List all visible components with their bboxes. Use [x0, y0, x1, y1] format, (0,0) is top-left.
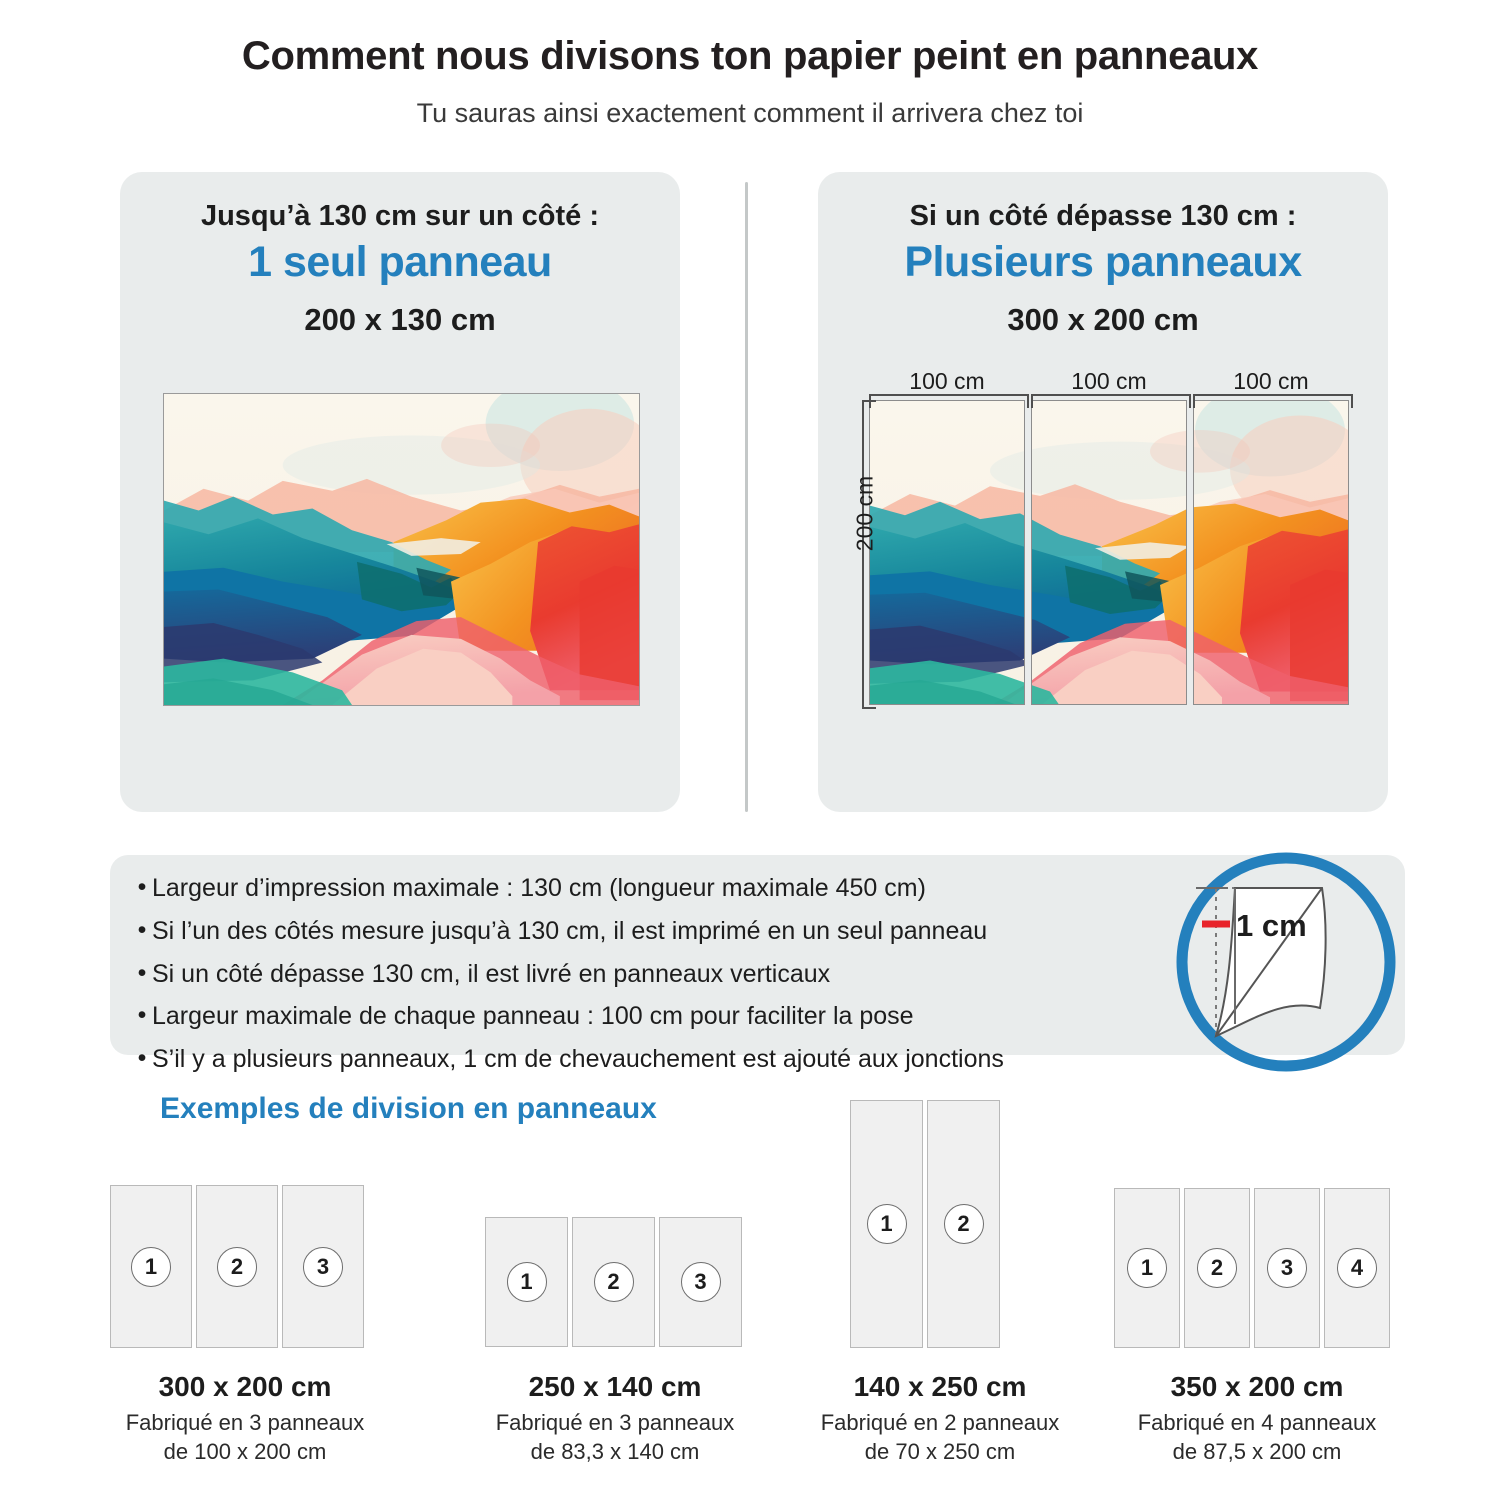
measure-bar-height [862, 400, 876, 709]
panel-number: 4 [1337, 1248, 1377, 1288]
artwork-clip-1 [870, 401, 1024, 704]
panel-number: 1 [1127, 1248, 1167, 1288]
bullet-icon: • [137, 1044, 147, 1072]
list-item: • Si un côté dépasse 130 cm, il est livr… [132, 958, 1192, 989]
artwork-clip-3 [1194, 401, 1348, 704]
example-panels: 1 2 3 [110, 1185, 364, 1348]
panel-width-label-2: 100 cm [1071, 368, 1147, 394]
page-subtitle: Tu sauras ainsi exactement comment il ar… [416, 98, 1084, 128]
example-desc-line2: de 100 x 200 cm [163, 1438, 327, 1464]
panel-box: 2 [196, 1185, 278, 1348]
rules-list: • Largeur d’impression maximale : 130 cm… [132, 873, 1192, 1088]
example-desc-line2: de 70 x 250 cm [864, 1438, 1016, 1464]
overlap-label: 1 cm [1236, 908, 1307, 943]
measure-bar-panel-1 [869, 394, 1029, 408]
left-card-size: 200 x 130 cm [304, 302, 496, 337]
example-size: 350 x 200 cm [1170, 1371, 1344, 1402]
list-item: • Largeur maximale de chaque panneau : 1… [132, 1002, 1192, 1031]
artwork-panel-1 [869, 400, 1025, 705]
rule-text: S’il y a plusieurs panneaux, 1 cm de che… [152, 1045, 1004, 1073]
right-card-heading: Si un côté dépasse 130 cm : [909, 200, 1297, 232]
panel-number: 1 [866, 1204, 907, 1244]
panel-number: 3 [303, 1246, 343, 1287]
artwork-single-panel [163, 376, 659, 706]
right-card-accent: Plusieurs panneaux [904, 238, 1302, 286]
measure-bar-panel-3 [1193, 394, 1353, 408]
vertical-divider [745, 182, 748, 812]
example-desc-line2: de 87,5 x 200 cm [1172, 1438, 1342, 1464]
bullet-icon: • [137, 915, 147, 944]
watercolor-artwork-svg [870, 401, 1024, 704]
overlap-badge: 1 cm [1172, 848, 1400, 1076]
examples-title: Exemples de division en panneaux [160, 1092, 657, 1125]
overlap-diagram-icon: 1 cm [1176, 852, 1396, 1072]
rule-text: Largeur maximale de chaque panneau : 100… [152, 1002, 914, 1031]
list-item: • S’il y a plusieurs panneaux, 1 cm de c… [132, 1044, 1192, 1074]
panel-number: 2 [943, 1204, 984, 1244]
panel-number: 3 [1267, 1248, 1307, 1288]
example-panels: 1 2 3 [485, 1217, 742, 1347]
panel-box: 1 [850, 1100, 923, 1348]
panel-box: 1 [485, 1217, 568, 1347]
panel-box: 4 [1324, 1188, 1390, 1348]
measure-bar-panel-2 [1031, 394, 1191, 408]
panel-width-label-1: 100 cm [909, 368, 985, 394]
rule-text: Largeur d’impression maximale : 130 cm (… [152, 874, 926, 902]
panel-number: 2 [217, 1246, 257, 1287]
artwork-panel-2 [1031, 400, 1187, 705]
panel-number: 2 [593, 1262, 634, 1302]
artwork-clip-2 [1032, 401, 1186, 704]
panel-box: 2 [572, 1217, 655, 1347]
panel-box: 2 [927, 1100, 1000, 1348]
panel-number: 3 [680, 1262, 721, 1302]
panel-width-label-3: 100 cm [1233, 368, 1309, 394]
bullet-icon: • [137, 958, 147, 987]
example-panels: 1 2 [850, 1100, 1000, 1348]
panel-height-label: 200 cm [851, 475, 878, 552]
example-desc: Fabriqué en 3 panneaux de 100 x 200 cm [105, 1409, 385, 1466]
panel-number: 1 [506, 1262, 547, 1302]
example-size: 140 x 250 cm [853, 1371, 1027, 1402]
example-desc: Fabriqué en 2 panneaux de 70 x 250 cm [795, 1409, 1085, 1466]
bullet-icon: • [137, 1001, 147, 1030]
right-card-size: 300 x 200 cm [1007, 302, 1199, 337]
left-card-heading: Jusqu’à 130 cm sur un côté : [200, 200, 600, 232]
bullet-icon: • [137, 873, 147, 901]
example-desc-line1: Fabriqué en 3 panneaux [495, 1410, 735, 1435]
list-item: • Largeur d’impression maximale : 130 cm… [132, 873, 1192, 903]
panel-box: 3 [1254, 1188, 1320, 1348]
panel-box: 1 [1114, 1188, 1180, 1348]
panel-box: 3 [282, 1185, 364, 1348]
example-desc-line1: Fabriqué en 3 panneaux [125, 1410, 365, 1435]
watercolor-artwork-svg [1032, 401, 1186, 704]
example-desc-line1: Fabriqué en 4 panneaux [1137, 1410, 1377, 1435]
example-panels: 1 2 3 4 [1114, 1188, 1390, 1348]
panel-box: 2 [1184, 1188, 1250, 1348]
watercolor-artwork-svg [1194, 401, 1348, 704]
left-card-accent: 1 seul panneau [248, 238, 552, 286]
page-title: Comment nous divisons ton papier peint e… [241, 34, 1259, 78]
artwork-panel-3 [1193, 400, 1349, 705]
rules-card [110, 855, 1405, 1055]
panel-number: 1 [131, 1246, 171, 1287]
example-desc-line2: de 83,3 x 140 cm [530, 1438, 700, 1464]
watercolor-artwork-svg [164, 376, 659, 705]
example-desc-line1: Fabriqué en 2 panneaux [820, 1410, 1060, 1435]
panel-box: 1 [110, 1185, 192, 1348]
example-desc: Fabriqué en 4 panneaux de 87,5 x 200 cm [1112, 1409, 1402, 1466]
example-size: 250 x 140 cm [528, 1371, 702, 1402]
panel-box: 3 [659, 1217, 742, 1347]
example-desc: Fabriqué en 3 panneaux de 83,3 x 140 cm [470, 1409, 760, 1466]
sheet-fold-line [1215, 887, 1323, 1037]
panel-number: 2 [1197, 1248, 1237, 1288]
badge-ring [1176, 852, 1396, 1072]
rule-text: Si un côté dépasse 130 cm, il est livré … [152, 959, 831, 988]
list-item: • Si l’un des côtés mesure jusqu’à 130 c… [132, 915, 1192, 946]
rule-text: Si l’un des côtés mesure jusqu’à 130 cm,… [152, 916, 988, 945]
example-size: 300 x 200 cm [158, 1371, 332, 1402]
